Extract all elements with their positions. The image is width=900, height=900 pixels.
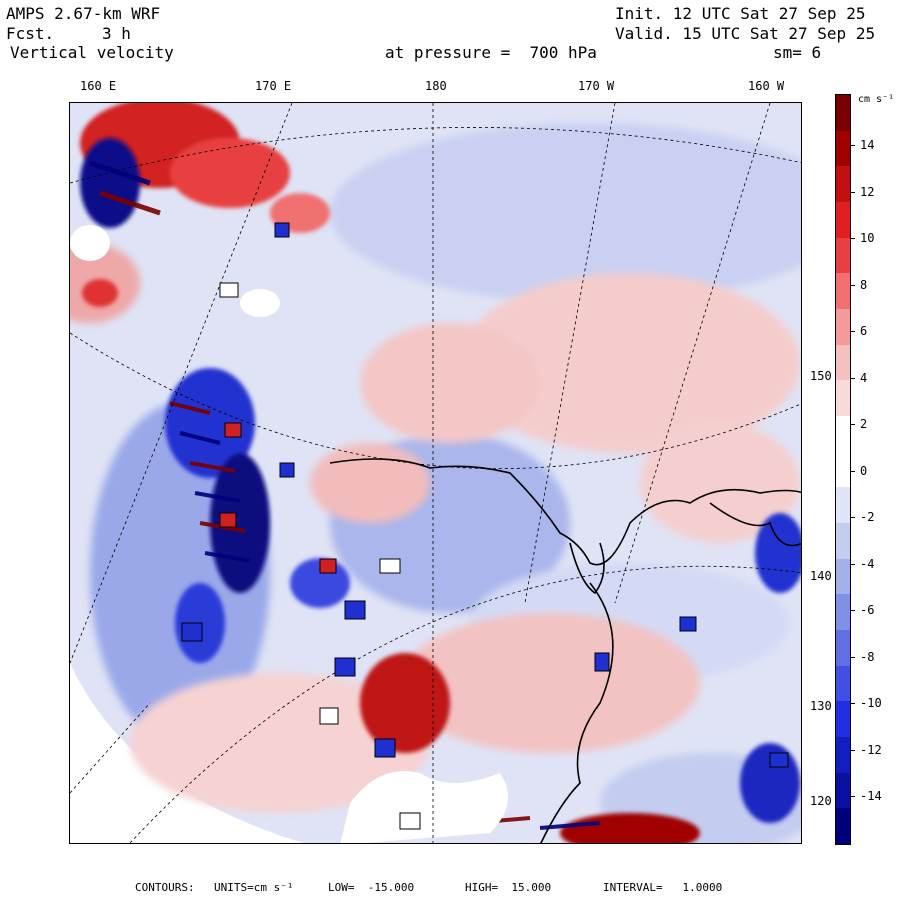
colorbar-tick xyxy=(850,517,855,518)
colorbar-units: cm s⁻¹ xyxy=(858,94,895,105)
colorbar-swatch xyxy=(836,380,850,417)
colorbar-tick-label: 0 xyxy=(860,463,868,478)
colorbar-tick xyxy=(850,424,855,425)
colorbar-tick xyxy=(850,238,855,239)
model-title: AMPS 2.67-km WRF xyxy=(6,4,161,23)
colorbar-tick-label: 10 xyxy=(860,231,875,245)
colorbar-tick xyxy=(850,377,855,379)
colorbar-swatch xyxy=(836,130,850,168)
extrema-markers xyxy=(181,222,789,830)
colorbar xyxy=(835,94,851,845)
outside-domain-area xyxy=(70,663,304,843)
colorbar-tick-label: 12 xyxy=(860,184,875,199)
lon-label-160e: 160 E xyxy=(80,79,117,93)
colorbar-tick-label: -12 xyxy=(860,742,882,757)
weak-upward-regions xyxy=(70,243,800,813)
colorbar-swatch xyxy=(836,558,850,596)
colorbar-swatch xyxy=(836,808,850,844)
colorbar-tick-label: -4 xyxy=(860,556,875,571)
colorbar-tick xyxy=(850,749,855,751)
colorbar-swatch xyxy=(836,95,850,132)
vertical-velocity-map xyxy=(69,102,802,844)
colorbar-tick xyxy=(850,191,855,193)
colorbar-tick-label: 8 xyxy=(860,277,868,292)
colorbar-tick-label: -10 xyxy=(860,696,882,710)
lon-label-170e: 170 E xyxy=(255,79,292,93)
colorbar-swatch xyxy=(836,416,850,453)
contours-label: CONTOURS: xyxy=(135,881,195,894)
colorbar-tick-label: 14 xyxy=(860,138,875,152)
colorbar-swatch xyxy=(836,701,850,738)
colorbar-tick xyxy=(850,703,855,704)
colorbar-tick xyxy=(850,331,855,332)
field-name: Vertical velocity xyxy=(10,43,174,62)
colorbar-swatch xyxy=(836,166,850,203)
init-time: Init. 12 UTC Sat 27 Sep 25 xyxy=(615,4,866,23)
colorbar-swatch xyxy=(836,630,850,667)
colorbar-tick-label: -8 xyxy=(860,649,875,664)
colorbar-swatch xyxy=(836,737,850,774)
graticule xyxy=(70,103,801,843)
colorbar-tick xyxy=(850,563,855,565)
colorbar-swatch xyxy=(836,202,850,239)
colorbar-swatch xyxy=(836,665,850,703)
colorbar-tick-label: -14 xyxy=(860,789,882,803)
colorbar-tick-label: 6 xyxy=(860,324,868,338)
colorbar-tick-label: -6 xyxy=(860,603,875,617)
lon-label-180: 180 xyxy=(425,79,447,93)
colorbar-swatch xyxy=(836,772,850,810)
colorbar-swatch xyxy=(836,523,850,560)
colorbar-swatch xyxy=(836,237,850,275)
colorbar-tick-label: 4 xyxy=(860,370,868,385)
valid-time: Valid. 15 UTC Sat 27 Sep 25 xyxy=(615,24,876,43)
colorbar-tick xyxy=(850,796,855,797)
colorbar-tick xyxy=(850,656,855,658)
coastline xyxy=(329,458,801,843)
contour-interval: INTERVAL= 1.0000 xyxy=(603,881,723,894)
colorbar-tick xyxy=(850,470,855,472)
colorbar-swatch xyxy=(836,273,850,310)
pressure-level: at pressure = 700 hPa xyxy=(385,43,597,62)
forecast-label: Fcst. xyxy=(6,24,55,43)
colorbar-swatch xyxy=(836,594,850,631)
contour-low: LOW= -15.000 xyxy=(328,881,415,894)
forecast-value: 3 h xyxy=(102,24,131,43)
contour-high: HIGH= 15.000 xyxy=(465,881,552,894)
colorbar-swatch xyxy=(836,309,850,346)
map-canvas xyxy=(70,103,801,843)
below-terrain-areas xyxy=(70,225,508,843)
colorbar-tick-label: 2 xyxy=(860,417,868,431)
colorbar-tick-label: -2 xyxy=(860,510,875,524)
colorbar-swatch xyxy=(836,487,850,524)
colorbar-tick xyxy=(850,284,855,286)
contour-units: UNITS=cm s⁻¹ xyxy=(214,881,294,894)
colorbar-tick xyxy=(850,610,855,611)
colorbar-swatch xyxy=(836,451,850,489)
lon-label-170w: 170 W xyxy=(578,79,615,93)
colorbar-tick xyxy=(850,145,855,146)
lon-label-160w: 160 W xyxy=(748,79,785,93)
colorbar-swatch xyxy=(836,344,850,382)
smoothing-value: sm= 6 xyxy=(773,43,822,62)
